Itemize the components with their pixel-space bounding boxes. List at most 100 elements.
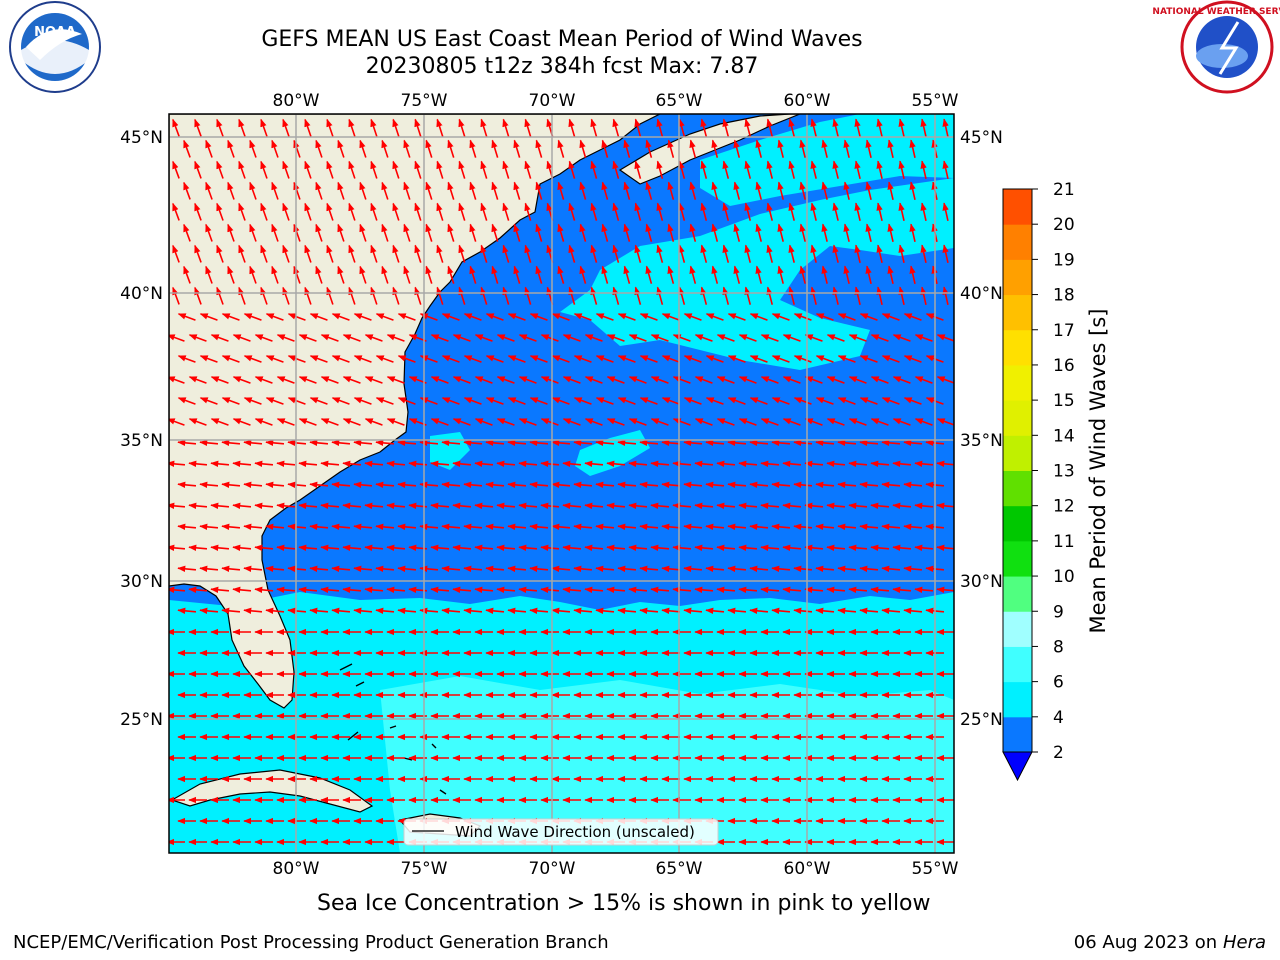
wind-wave-arrow xyxy=(815,439,835,447)
wind-wave-arrow xyxy=(606,586,626,594)
wind-wave-arrow xyxy=(661,313,680,321)
wind-wave-arrow xyxy=(540,544,560,552)
wind-wave-arrow xyxy=(298,460,318,468)
wind-wave-arrow xyxy=(326,244,334,263)
colorbar-tick-label: 4 xyxy=(1053,708,1064,728)
colorbar-tick-label: 16 xyxy=(1053,356,1075,376)
wind-wave-arrow xyxy=(502,286,510,305)
wind-wave-arrow xyxy=(639,439,659,447)
wind-wave-arrow xyxy=(606,460,626,468)
wind-wave-arrow xyxy=(876,202,883,221)
land-nova-scotia xyxy=(618,114,801,185)
colorbar-underflow-icon xyxy=(1002,751,1033,782)
wind-wave-arrow xyxy=(733,139,741,158)
wind-wave-arrow xyxy=(903,607,923,615)
wind-wave-arrow xyxy=(606,334,625,342)
wind-wave-arrow xyxy=(364,334,383,342)
wind-wave-arrow xyxy=(529,355,548,363)
wind-wave-arrow xyxy=(463,355,482,363)
colorbar-tick-label: 17 xyxy=(1053,321,1075,341)
wind-wave-arrow xyxy=(892,418,911,426)
wind-wave-arrow xyxy=(568,286,576,305)
wind-wave-arrow xyxy=(194,160,202,179)
wind-wave-arrow xyxy=(595,439,615,447)
wind-wave-arrow xyxy=(672,460,692,468)
wind-wave-arrow xyxy=(612,160,620,179)
wind-wave-arrow xyxy=(738,460,758,468)
wind-wave-arrow xyxy=(441,523,461,531)
wind-wave-arrow xyxy=(898,202,905,221)
wind-wave-arrow xyxy=(535,181,543,200)
wind-wave-arrow xyxy=(315,181,323,200)
ocean-period-4-6s-mid-2 xyxy=(430,432,470,470)
wind-wave-arrow xyxy=(667,181,675,200)
wind-wave-arrow xyxy=(826,334,845,342)
wind-wave-arrow xyxy=(238,118,246,137)
wind-wave-arrow xyxy=(859,523,879,531)
wind-wave-arrow xyxy=(749,565,769,573)
wind-wave-arrow xyxy=(678,244,686,263)
wind-wave-arrow xyxy=(584,586,604,594)
wind-wave-arrow xyxy=(898,160,905,179)
wind-wave-arrow xyxy=(199,439,219,447)
wind-wave-arrow xyxy=(232,334,251,342)
wind-wave-arrow xyxy=(370,202,378,221)
wind-wave-arrow xyxy=(705,523,725,531)
wind-wave-arrow xyxy=(606,376,625,384)
wind-wave-arrow xyxy=(837,607,857,615)
wind-wave-arrow xyxy=(683,355,702,363)
nws-logo-icon: NATIONAL WEATHER SERVICE xyxy=(1152,0,1280,94)
wind-wave-arrow xyxy=(436,244,444,263)
wind-wave-arrow xyxy=(656,286,664,305)
wind-wave-arrow xyxy=(936,502,954,510)
wind-wave-arrow xyxy=(232,586,252,594)
svg-text:25°N: 25°N xyxy=(120,710,163,730)
wind-wave-arrow xyxy=(656,244,664,263)
colorbar-band xyxy=(1003,435,1032,471)
wind-wave-arrow xyxy=(364,502,384,510)
footer-left: NCEP/EMC/Verification Post Processing Pr… xyxy=(13,932,609,953)
wind-wave-arrow xyxy=(617,565,637,573)
wind-wave-arrow xyxy=(672,334,691,342)
wind-wave-arrow xyxy=(287,607,307,615)
wind-wave-arrow xyxy=(535,265,543,284)
land-north-america xyxy=(169,114,661,709)
wind-wave-arrow xyxy=(595,481,615,489)
wind-wave-arrow xyxy=(298,544,318,552)
wind-wave-arrow xyxy=(755,265,763,284)
wind-wave-arrow xyxy=(887,265,894,284)
wind-wave-arrow xyxy=(727,523,747,531)
wind-wave-arrow xyxy=(551,355,570,363)
wind-wave-arrow xyxy=(914,334,933,342)
wind-wave-arrow xyxy=(656,202,664,221)
colorbar-tick-label: 20 xyxy=(1053,215,1075,235)
wind-wave-arrow xyxy=(507,439,527,447)
wind-wave-arrow xyxy=(562,586,582,594)
wind-wave-arrow xyxy=(502,244,510,263)
wind-wave-arrow xyxy=(810,118,817,137)
wind-wave-arrow xyxy=(309,439,329,447)
colorbar-tick-label: 10 xyxy=(1053,567,1075,587)
wind-wave-arrow xyxy=(271,223,279,242)
wind-wave-arrow xyxy=(689,265,697,284)
wind-wave-arrow xyxy=(381,181,389,200)
wind-wave-arrow xyxy=(645,139,653,158)
wind-wave-arrow xyxy=(397,313,416,321)
wind-wave-arrow xyxy=(221,313,240,321)
wind-wave-arrow xyxy=(584,502,604,510)
wind-wave-arrow xyxy=(914,376,933,384)
wind-wave-arrow xyxy=(386,502,406,510)
wind-wave-arrow xyxy=(727,607,747,615)
wind-wave-arrow xyxy=(210,418,229,426)
wind-wave-arrow xyxy=(518,376,537,384)
wind-wave-arrow xyxy=(667,139,675,158)
wind-wave-arrow xyxy=(496,418,515,426)
wind-wave-arrow xyxy=(815,313,834,321)
colorbar-tick-label: 6 xyxy=(1053,673,1064,693)
wind-wave-arrow xyxy=(738,418,757,426)
wind-wave-arrow xyxy=(348,244,356,263)
wind-wave-arrow xyxy=(749,481,769,489)
wind-wave-arrow xyxy=(265,355,284,363)
wind-wave-arrow xyxy=(854,118,861,137)
wind-wave-arrow xyxy=(617,313,636,321)
